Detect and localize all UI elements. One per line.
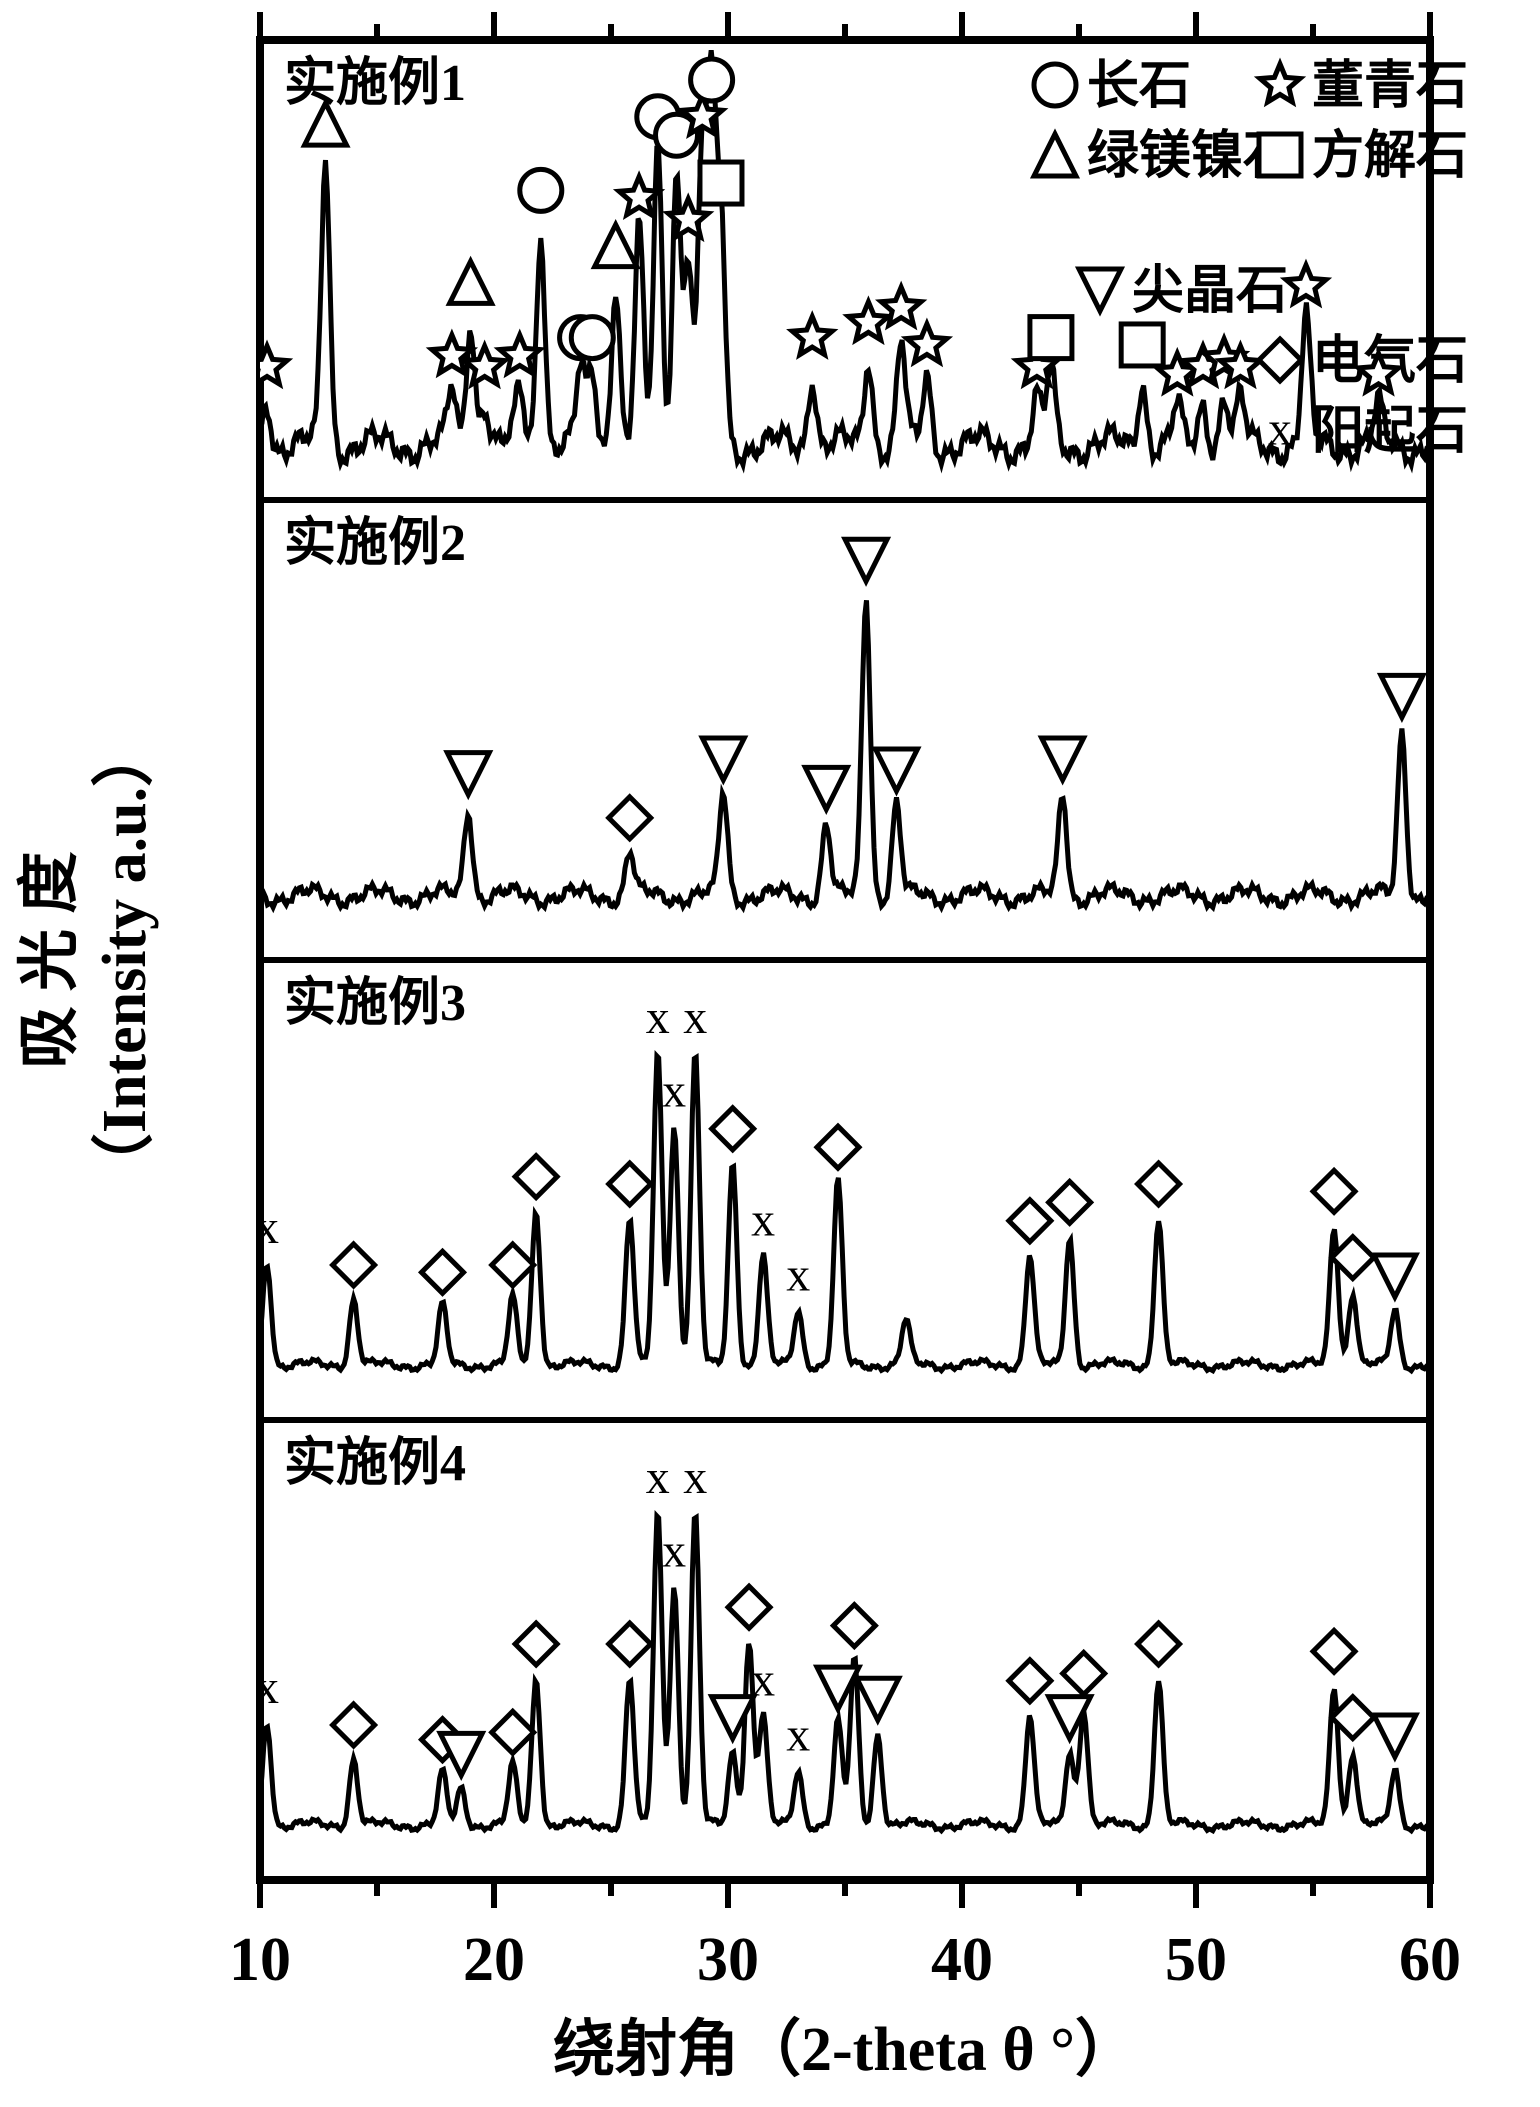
marker-diamond [1138,1623,1180,1665]
x-tick-label: 40 [931,1926,993,1994]
marker-circle [1034,64,1076,106]
marker-down-triangle [702,738,744,780]
marker-down-triangle [805,767,847,809]
legend: 长石董青石绿镁镍石方解石尖晶石电气石x阳起石 [1034,57,1468,460]
marker-x: x [662,1065,686,1118]
marker-diamond [1063,1652,1105,1694]
spectrum-line [260,50,1430,464]
panel-title: 实施例2 [284,514,466,572]
legend-label: 长石 [1087,58,1191,115]
marker-star [792,317,832,355]
panel: xxxxxx [255,991,1430,1371]
x-tick-label: 20 [463,1926,525,1994]
marker-x: x [662,1525,686,1578]
y-axis-label: 吸 光 度（Intensity a.u.） [15,725,159,1195]
marker-x: x [751,1654,775,1707]
marker-circle [691,59,733,101]
marker-triangle [1034,134,1076,176]
panel: xxxxxx [255,1451,1430,1831]
panel-title: 实施例1 [284,54,466,112]
marker-down-triangle [857,1678,899,1720]
spectrum-line [260,600,1430,907]
legend-label: 电气石 [1312,332,1468,390]
marker-down-triangle [1042,738,1084,780]
marker-circle [520,169,562,211]
marker-diamond [609,1163,651,1205]
marker-diamond [492,1244,534,1286]
marker-down-triangle [447,753,489,795]
marker-diamond [1313,1630,1355,1672]
marker-down-triangle [1381,675,1423,717]
marker-star [848,302,888,340]
marker-diamond [515,1156,557,1198]
panel-title: 实施例4 [284,1434,466,1492]
marker-diamond [1259,339,1301,381]
marker-down-triangle [1079,269,1121,311]
marker-diamond [817,1126,859,1168]
marker-diamond [1138,1163,1180,1205]
marker-x: x [786,1249,810,1302]
marker-diamond [609,1623,651,1665]
legend-label: 董青石 [1312,57,1468,115]
marker-star [247,346,287,384]
marker-x: x [751,1194,775,1247]
spectrum-line [260,1056,1430,1371]
marker-diamond [333,1244,375,1286]
marker-diamond [492,1711,534,1753]
marker-x: x [646,991,670,1044]
marker-down-triangle [875,749,917,791]
marker-diamond [515,1623,557,1665]
legend-label: 方解石 [1312,127,1468,185]
marker-diamond [712,1108,754,1150]
marker-x: x [786,1709,810,1762]
marker-diamond [1009,1660,1051,1702]
marker-diamond [333,1704,375,1746]
marker-star [1286,265,1326,303]
marker-down-triangle [845,539,887,581]
marker-star [907,324,947,362]
svg-text:（Intensity a.u.）: （Intensity a.u.） [89,725,159,1195]
marker-circle [571,317,613,359]
marker-down-triangle [1374,1255,1416,1297]
marker-x: x [683,1451,707,1504]
marker-triangle [450,261,492,303]
x-tick-label: 50 [1165,1926,1227,1994]
x-tick-label: 60 [1399,1926,1461,1994]
panel [247,50,1430,464]
marker-square [1121,324,1163,366]
x-axis-label: 绕射角（2-theta θ °） [553,2014,1137,2084]
marker-triangle [595,225,637,267]
legend-label: 尖晶石 [1132,262,1288,320]
marker-square [700,162,742,204]
x-tick-label: 10 [229,1926,291,1994]
marker-x: x [1268,403,1292,456]
xrd-svg: 10 20 30 40 50 60 绕射角（2-theta θ °） 吸 光 度（Intens… [0,0,1540,2107]
legend-label: 阳起石 [1312,402,1468,460]
marker-diamond [833,1605,875,1647]
marker-diamond [1009,1200,1051,1242]
marker-diamond [1049,1181,1091,1223]
panel [260,539,1430,907]
xrd-figure: 10 20 30 40 50 60 绕射角（2-theta θ °） 吸 光 度（Intens… [0,0,1540,2107]
marker-down-triangle [712,1697,754,1739]
x-tick-label: 30 [697,1926,759,1994]
marker-x: x [646,1451,670,1504]
marker-square [1030,317,1072,359]
marker-star [1260,64,1300,102]
marker-diamond [728,1586,770,1628]
marker-square [1259,134,1301,176]
svg-text:吸 光 度: 吸 光 度 [15,851,84,1068]
marker-diamond [609,797,651,839]
marker-diamond [1313,1170,1355,1212]
marker-diamond [422,1251,464,1293]
marker-down-triangle [1374,1715,1416,1757]
marker-x: x [683,991,707,1044]
panel-title: 实施例3 [284,974,466,1032]
